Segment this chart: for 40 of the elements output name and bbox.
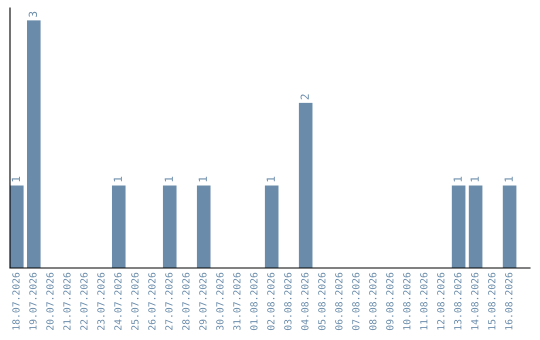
data-label: 3 — [28, 12, 38, 17]
x-tick-label: 01.08.2026 — [250, 272, 258, 330]
x-tick-label: 04.08.2026 — [301, 272, 309, 330]
x-tick-label: 31.07.2026 — [233, 272, 241, 330]
x-tick-label: 08.08.2026 — [369, 272, 377, 330]
data-label: 1 — [198, 176, 207, 182]
data-label: 1 — [114, 176, 122, 182]
data-label: 1 — [164, 176, 173, 182]
x-tick-label: 22.07.2026 — [80, 272, 88, 330]
data-label: 1 — [454, 176, 462, 182]
x-tick-label: 28.07.2026 — [182, 272, 190, 330]
x-tick-label: 09.08.2026 — [386, 272, 394, 330]
x-tick-label: 19.07.2026 — [29, 272, 37, 330]
x-tick-label: 23.07.2026 — [97, 272, 105, 330]
x-tick-label: 21.07.2026 — [63, 272, 71, 330]
x-tick-label: 11.08.2026 — [420, 272, 428, 330]
x-tick-label: 03.08.2026 — [284, 272, 292, 330]
x-tick-label: 10.08.2026 — [403, 272, 410, 330]
data-label: 1 — [504, 176, 513, 182]
data-label: 1 — [266, 176, 275, 182]
x-tick-label: 16.08.2026 — [505, 272, 512, 330]
data-label: 2 — [300, 94, 309, 100]
x-tick-label: 30.07.2026 — [216, 272, 224, 330]
x-tick-label: 06.08.2026 — [335, 272, 343, 330]
x-tick-label: 05.08.2026 — [318, 272, 326, 330]
x-tick-label: 18.07.2026 — [12, 272, 20, 330]
x-tick-label: 26.07.2026 — [148, 272, 156, 330]
data-label: 1 — [12, 176, 20, 182]
x-tick-label: 07.08.2026 — [352, 272, 360, 330]
data-label: 1 — [470, 176, 479, 182]
x-tick-label: 12.08.2026 — [437, 272, 444, 330]
x-tick-label: 02.08.2026 — [267, 272, 275, 330]
x-tick-label: 14.08.2026 — [471, 272, 478, 330]
x-tick-label: 27.07.2026 — [165, 272, 173, 330]
x-tick-label: 15.08.2026 — [488, 272, 496, 330]
x-tick-label: 29.07.2026 — [199, 272, 207, 330]
x-tick-label: 25.07.2026 — [131, 272, 139, 330]
x-tick-label: 24.07.2026 — [114, 272, 122, 330]
x-tick-label: 13.08.2026 — [454, 272, 462, 330]
x-tick-label: 20.07.2026 — [46, 272, 54, 330]
